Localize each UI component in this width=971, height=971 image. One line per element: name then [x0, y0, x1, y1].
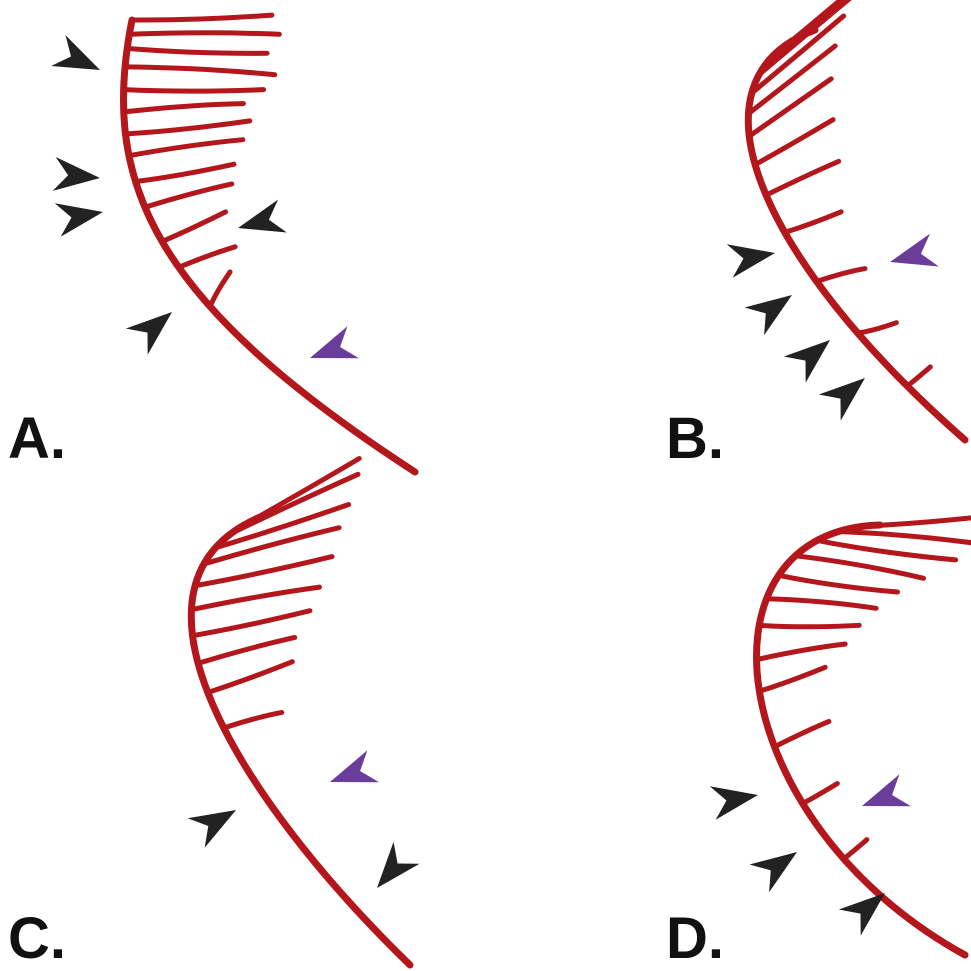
vessel-branch: [125, 121, 249, 134]
vessel-branch: [198, 637, 295, 663]
vessel-branch: [785, 212, 841, 233]
vessel-branch: [858, 323, 897, 333]
arrowhead: [784, 327, 841, 383]
arrowhead: [51, 35, 107, 85]
vessel-branch: [767, 599, 877, 609]
vessel-branch: [817, 269, 865, 282]
vessel-branch: [125, 67, 275, 75]
vessel-branch: [129, 140, 243, 156]
arrowhead: [710, 778, 761, 819]
panel-label: D.: [666, 906, 724, 971]
vessel-branch: [129, 33, 279, 35]
vessel-branch: [759, 667, 825, 691]
vessel-branch: [775, 721, 829, 746]
panel-label: C.: [8, 906, 66, 971]
vessel-branch: [759, 625, 859, 627]
arrowhead: [819, 365, 876, 421]
vessel-branch: [907, 367, 930, 386]
vessel-branch: [757, 644, 846, 660]
vessel-branch: [795, 556, 923, 579]
vessel-branch: [136, 164, 234, 181]
arrowhead: [188, 795, 245, 847]
vessel-branch: [208, 662, 293, 693]
arrowhead: [234, 200, 287, 245]
vessel-branch: [247, 459, 360, 524]
vessel-branch: [162, 212, 225, 242]
vessel-branch: [844, 840, 867, 859]
vessel-branch: [803, 784, 838, 804]
arrowhead: [750, 838, 807, 892]
vessel-branch: [132, 15, 272, 20]
vessel-branch: [839, 531, 971, 543]
vessel-branch: [779, 575, 898, 592]
vessel-branch: [863, 513, 971, 526]
vessel-branch: [124, 90, 264, 92]
page: {"panels": [{"label": "A."}, {"label": "…: [0, 0, 971, 971]
vessel-branch: [127, 48, 267, 53]
vessel-branch: [817, 540, 956, 559]
figure: A. B. C. D.: [0, 0, 971, 971]
arrowhead: [727, 236, 778, 277]
vessel-branch: [179, 247, 235, 268]
vessel-branch: [193, 611, 310, 636]
arrowhead: [55, 195, 106, 236]
arrowhead: [126, 299, 183, 355]
arrowhead: [856, 774, 911, 822]
vessel-trunk: [123, 20, 415, 472]
vessel-branch: [145, 184, 232, 207]
vessel-branch: [191, 587, 319, 610]
arrowhead: [53, 157, 102, 195]
arrowhead: [324, 750, 379, 798]
panel-label: B.: [666, 406, 724, 471]
arrowhead: [745, 281, 802, 335]
arrowhead: [364, 842, 420, 899]
arrowhead: [886, 234, 939, 279]
vessel-branch: [210, 272, 230, 307]
vessel-branch: [124, 104, 244, 112]
arrowhead: [304, 326, 359, 374]
panel-label: A.: [8, 406, 66, 471]
vessel-branch: [766, 161, 839, 195]
vessel-branch: [224, 712, 282, 728]
